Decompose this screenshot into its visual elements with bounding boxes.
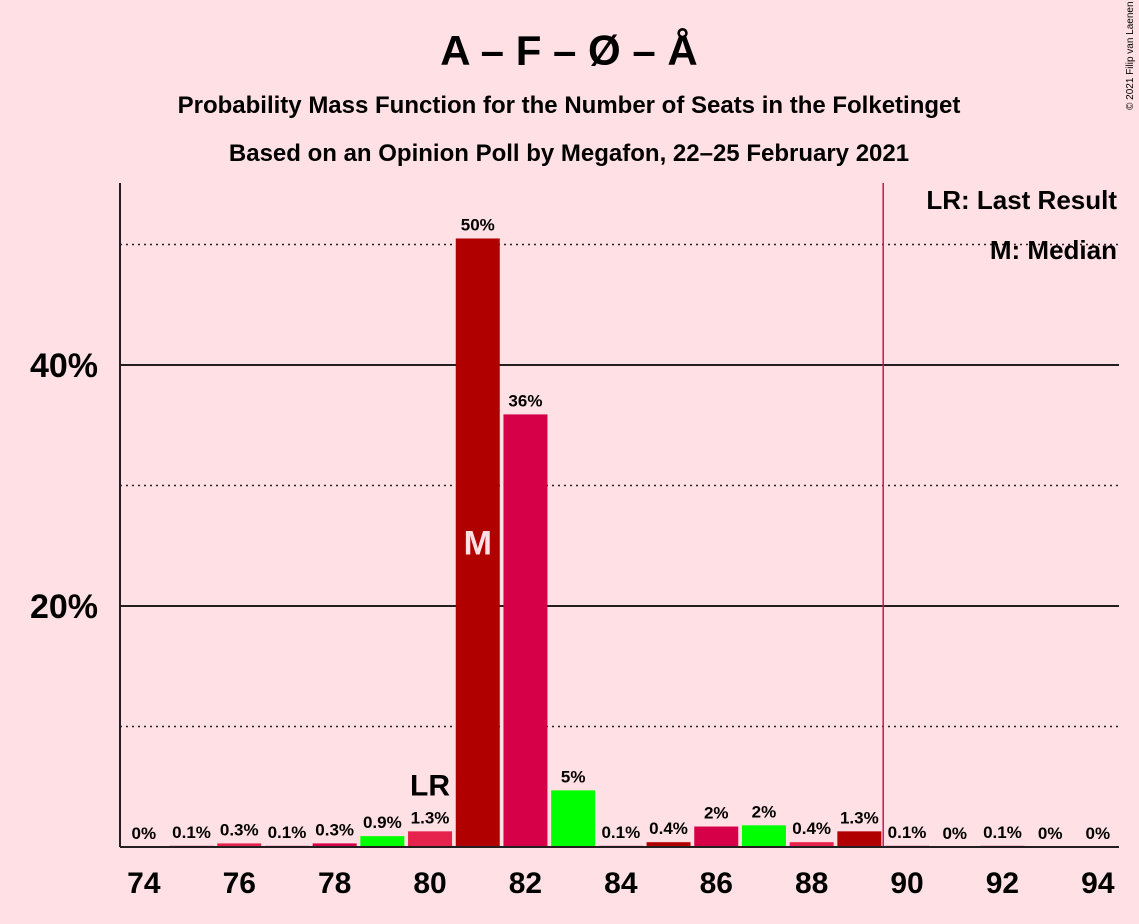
legend-last-result: LR: Last Result bbox=[926, 185, 1117, 215]
bar-seats-80 bbox=[408, 831, 453, 847]
last-result-marker: LR bbox=[410, 769, 450, 802]
bar-seats-86 bbox=[694, 826, 739, 847]
bar-seats-85 bbox=[646, 842, 691, 847]
x-tick-label: 88 bbox=[795, 867, 828, 900]
x-tick-label: 90 bbox=[890, 867, 923, 900]
x-tick-label: 78 bbox=[318, 867, 351, 900]
bar-value-label: 50% bbox=[461, 215, 495, 234]
x-tick-label: 82 bbox=[509, 867, 542, 900]
bar-seats-82 bbox=[503, 414, 548, 847]
x-tick-label: 86 bbox=[700, 867, 733, 900]
bar-value-label: 0.1% bbox=[983, 823, 1022, 842]
y-tick-label: 40% bbox=[30, 347, 98, 385]
x-tick-label: 80 bbox=[413, 867, 446, 900]
bar-seats-89 bbox=[837, 831, 882, 847]
median-marker: M bbox=[464, 525, 492, 563]
bar-seats-76 bbox=[217, 843, 262, 847]
bar-seats-87 bbox=[741, 825, 786, 847]
x-tick-label: 76 bbox=[223, 867, 256, 900]
bar-value-label: 0% bbox=[1086, 824, 1111, 843]
chart-subtitle-poll: Based on an Opinion Poll by Megafon, 22–… bbox=[229, 140, 909, 167]
bar-value-label: 0.3% bbox=[220, 820, 259, 839]
x-tick-label: 74 bbox=[127, 867, 161, 900]
bar-seats-79 bbox=[360, 836, 405, 847]
bar-value-label: 2% bbox=[704, 804, 729, 823]
copyright-notice: © 2021 Filip van Laenen bbox=[1125, 1, 1136, 110]
bar-value-label: 0.1% bbox=[601, 823, 640, 842]
bar-value-label: 36% bbox=[508, 391, 542, 410]
bar-seats-81 bbox=[455, 238, 500, 848]
x-tick-label: 94 bbox=[1081, 867, 1115, 900]
bar-value-label: 0.1% bbox=[172, 823, 211, 842]
bar-seats-78 bbox=[312, 843, 357, 847]
bar-value-label: 1.3% bbox=[411, 808, 450, 827]
bar-value-label: 5% bbox=[561, 767, 586, 786]
bar-value-label: 2% bbox=[752, 802, 777, 821]
bar-value-label: 0% bbox=[1038, 824, 1063, 843]
x-tick-label: 84 bbox=[604, 867, 638, 900]
bar-value-label: 0.9% bbox=[363, 813, 402, 832]
bar-value-label: 0.4% bbox=[649, 819, 688, 838]
bar-value-label: 0% bbox=[942, 824, 967, 843]
bar-value-label: 0% bbox=[132, 824, 157, 843]
x-tick-label: 92 bbox=[986, 867, 1019, 900]
bar-value-label: 0.4% bbox=[792, 819, 831, 838]
bar-seats-83 bbox=[551, 790, 596, 847]
bar-value-label: 1.3% bbox=[840, 808, 879, 827]
bar-seats-88 bbox=[789, 842, 834, 847]
chart-title: A – F – Ø – Å bbox=[440, 27, 698, 74]
y-tick-label: 20% bbox=[30, 588, 98, 626]
legend-median: M: Median bbox=[990, 235, 1117, 265]
bar-value-label: 0.1% bbox=[888, 823, 927, 842]
bar-value-label: 0.1% bbox=[268, 823, 307, 842]
chart-subtitle: Probability Mass Function for the Number… bbox=[178, 92, 961, 119]
bar-value-label: 0.3% bbox=[315, 820, 354, 839]
